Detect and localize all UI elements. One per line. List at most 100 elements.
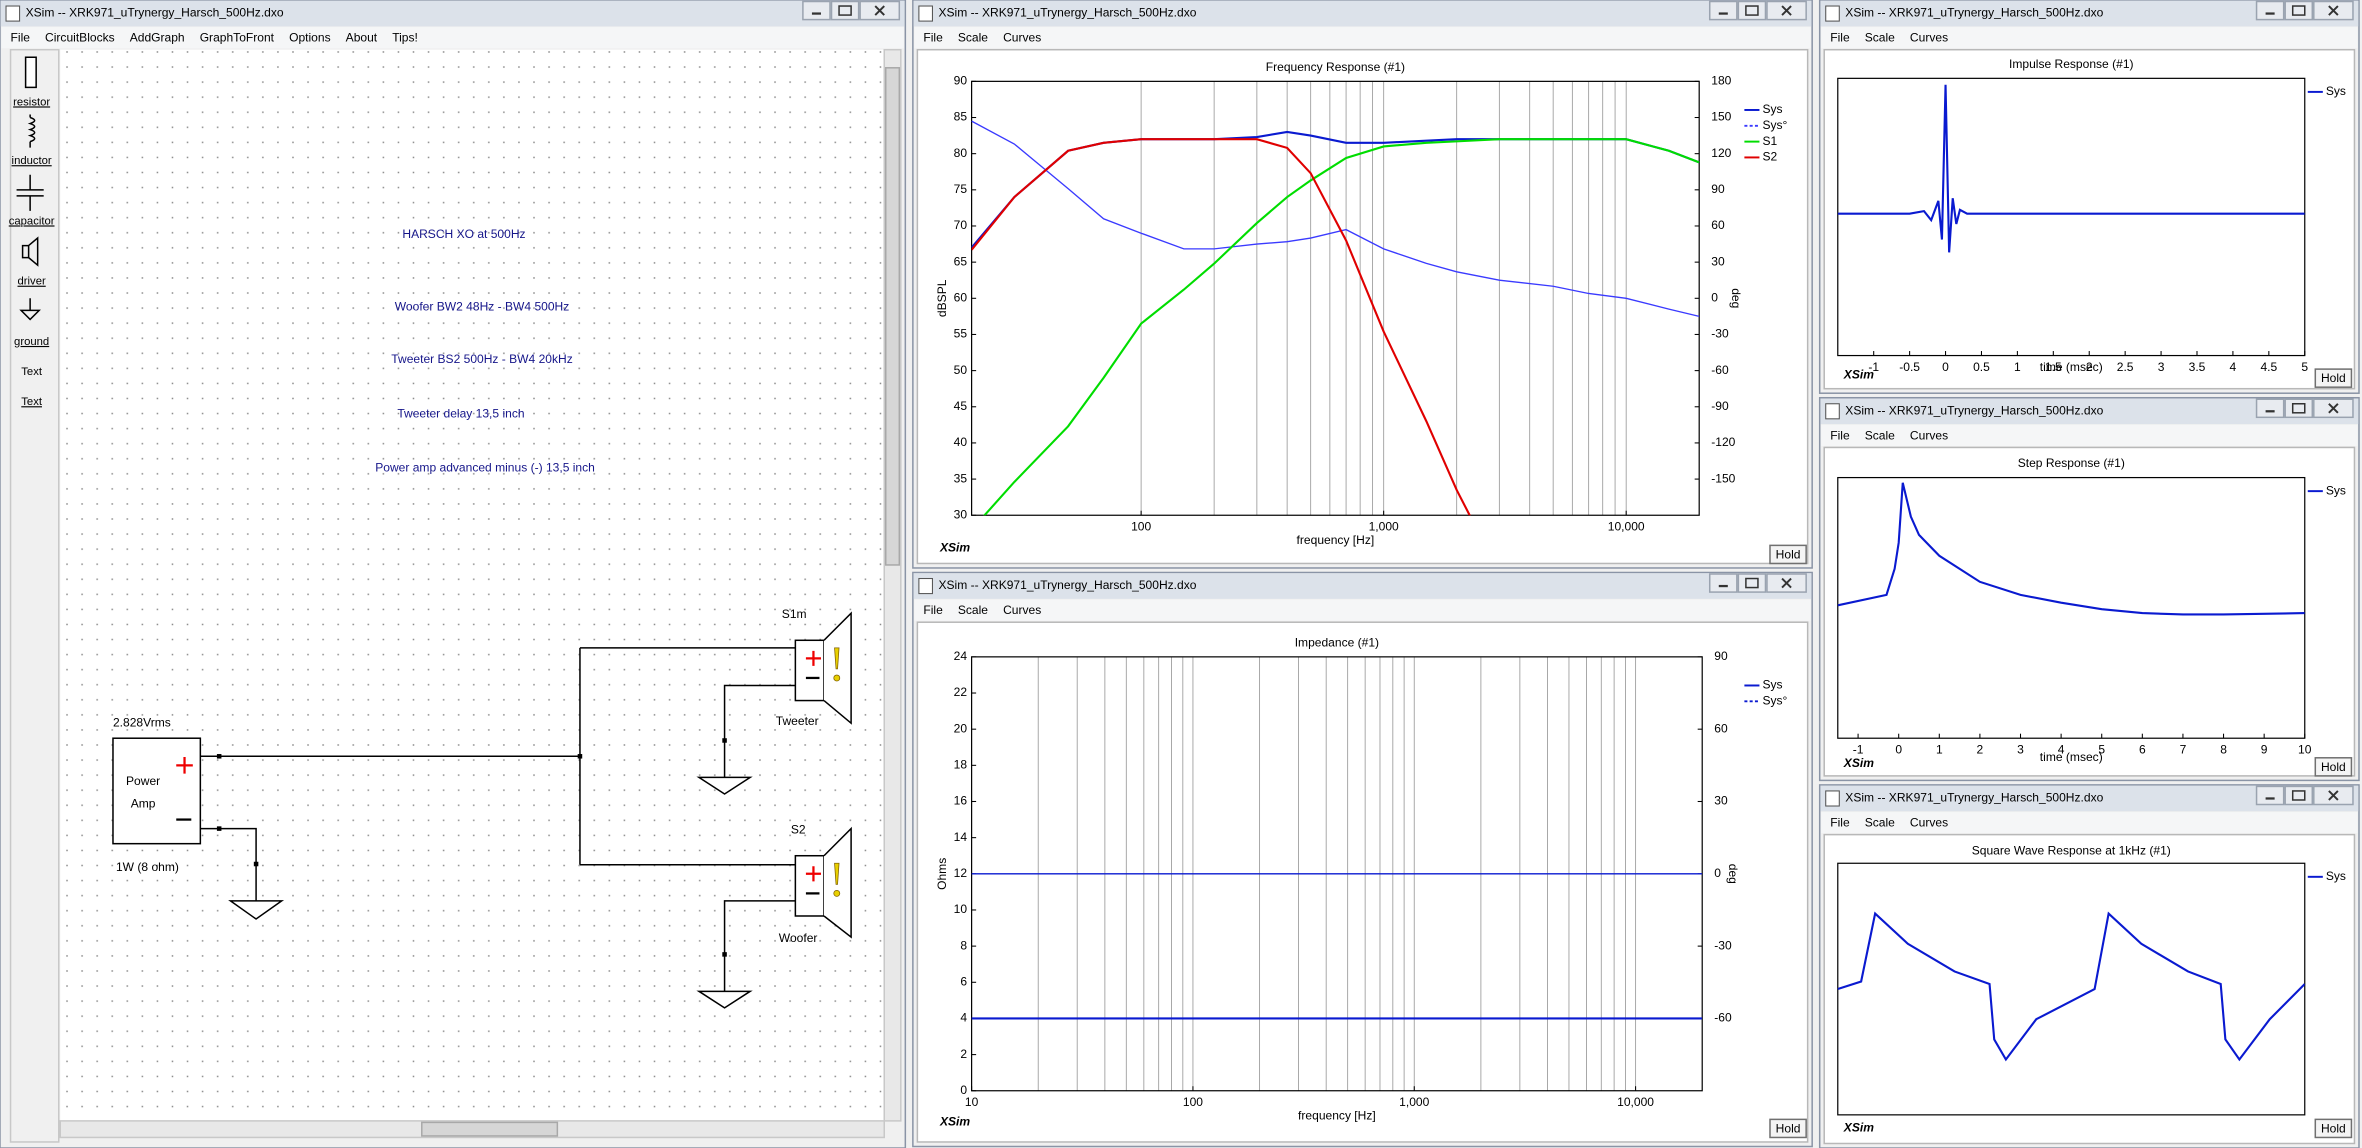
y2-tick-label: 180 [1711,74,1731,88]
hold-button[interactable] [1769,1118,1807,1139]
palette-label[interactable]: capacitor [9,215,55,227]
menu-item[interactable]: Scale [958,31,988,45]
x-tick-label: 2 [2086,360,2093,374]
hold-button[interactable] [2314,368,2353,388]
menu-item[interactable]: Scale [1865,816,1895,830]
minimize-button[interactable] [2255,785,2285,806]
menu-bar [1821,424,2358,446]
x-tick-label: 10 [965,1095,979,1109]
menu-item[interactable]: Curves [1003,31,1041,45]
y-tick-label: 20 [954,721,968,735]
app-icon [918,577,933,595]
amp-label: Amp [131,797,156,811]
menu-item[interactable]: Tips! [392,31,418,45]
hold-label[interactable]: Hold [2321,760,2346,774]
y-tick-label: 75 [954,182,968,196]
y-tick-label: 10 [954,902,968,916]
palette-label[interactable]: Text [21,366,43,378]
close-glyph [874,5,885,16]
menu-item[interactable]: Curves [1910,428,1948,442]
x-axis-label: frequency [Hz] [1297,533,1375,547]
y-tick-label: 80 [954,146,968,160]
menu-item[interactable]: File [11,31,31,45]
minimize-button[interactable] [2255,398,2285,419]
x-tick-label: 4 [2230,360,2237,374]
palette-label[interactable]: inductor [12,155,52,167]
hold-label[interactable]: Hold [2321,371,2346,385]
x-tick-label: 100 [1183,1095,1203,1109]
hold-label[interactable]: Hold [1776,1121,1801,1135]
legend-label: Sys [2326,483,2346,497]
app-icon [1825,403,1840,420]
capacitor-icon[interactable] [16,174,44,211]
y-tick-label: 55 [954,327,968,341]
curve [1837,84,2305,253]
palette-label[interactable]: ground [14,336,49,348]
hold-button[interactable] [2314,1118,2353,1139]
graph-panel [1823,833,2356,1145]
minimize-button[interactable] [2255,0,2285,21]
maximize-button[interactable] [1737,573,1767,593]
menu-item[interactable]: About [346,31,378,45]
menu-item[interactable]: Options [289,31,331,45]
maximize-button[interactable] [1737,0,1767,21]
minimize-button[interactable] [1708,573,1738,593]
palette-label[interactable]: driver [18,276,46,288]
app-icon [1825,790,1840,807]
maximize-button[interactable] [2284,0,2314,21]
legend-label: Sys [2326,869,2346,883]
y2-tick-label: 150 [1711,110,1731,124]
menu-item[interactable]: File [1830,31,1850,45]
y-tick-label: 16 [954,794,968,808]
inductor-icon[interactable] [27,114,36,148]
hold-label[interactable]: Hold [1776,547,1801,561]
legend-label: Sys° [1762,118,1787,132]
menu-item[interactable]: Scale [1865,31,1895,45]
scroll-thumb[interactable] [884,67,901,566]
maximize-button[interactable] [2284,398,2314,419]
minimize-button[interactable] [1708,0,1738,21]
driver-icon[interactable] [21,236,39,267]
resistor-icon[interactable] [24,56,37,89]
amp-rating: 1W (8 ohm) [116,860,179,874]
menu-item[interactable]: File [1830,816,1850,830]
y-tick-label: 65 [954,254,968,268]
menu-item[interactable]: GraphToFront [200,31,275,45]
hold-button[interactable] [2314,757,2353,777]
menu-item[interactable]: Scale [1865,428,1895,442]
x-tick-label: 7 [2180,742,2187,756]
driver-s1m[interactable] [794,611,852,725]
menu-item[interactable]: AddGraph [130,31,185,45]
curve [1837,911,2305,1062]
menu-item[interactable]: Scale [958,603,988,617]
driver-s2[interactable] [794,826,852,939]
palette-label[interactable]: resistor [13,96,50,108]
ground [696,776,753,795]
driver-name: S2 [791,822,806,836]
menu-item[interactable]: Curves [1003,603,1041,617]
menu-item[interactable]: File [923,603,943,617]
y2-tick-label: 90 [1711,182,1725,196]
menu-item[interactable]: Curves [1910,31,1948,45]
hold-button[interactable] [1769,544,1807,565]
menu-item[interactable]: File [923,31,943,45]
menu-item[interactable]: CircuitBlocks [45,31,115,45]
menu-item[interactable]: File [1830,428,1850,442]
y2-tick-label: 30 [1711,254,1725,268]
curve [971,120,1700,318]
amp-block[interactable] [112,737,202,845]
y2-tick-label: 120 [1711,146,1731,160]
scroll-thumb[interactable] [421,1121,559,1137]
circuit-editor: resistor inductor capacitor driver groun… [9,48,902,1143]
menu-item[interactable]: Curves [1910,816,1948,830]
palette-label[interactable]: Text [21,396,43,408]
x-tick-label: 4 [2058,742,2065,756]
note: Power amp advanced minus (-) 13,5 inch [375,461,595,475]
maximize-button[interactable] [830,0,860,21]
maximize-button[interactable] [2284,785,2314,806]
ground-icon[interactable] [19,298,41,321]
minimize-button[interactable] [802,0,831,21]
plus-sign [176,757,193,774]
hold-label[interactable]: Hold [2321,1121,2346,1135]
